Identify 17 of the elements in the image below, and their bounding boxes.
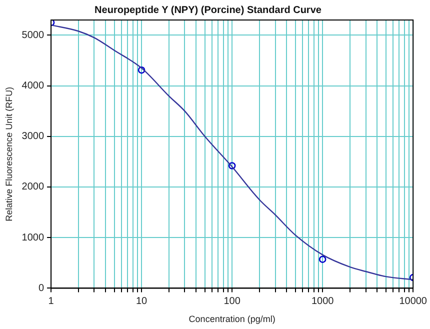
y-tick-label: 1000 bbox=[22, 232, 44, 244]
x-tick-label: 1 bbox=[48, 296, 54, 307]
y-tick-label: 4000 bbox=[22, 80, 44, 92]
x-tick-label: 10000 bbox=[399, 296, 428, 307]
x-tick-label: 100 bbox=[224, 296, 241, 307]
point bbox=[138, 66, 146, 74]
x-tick-label: 1000 bbox=[311, 296, 334, 307]
y-tick-label: 5000 bbox=[22, 30, 44, 41]
point bbox=[318, 256, 326, 264]
x-axis-title: Concentration (pg/ml) bbox=[188, 314, 276, 324]
x-tick-label: 10 bbox=[136, 296, 148, 307]
point bbox=[228, 162, 236, 170]
y-tick-label: 0 bbox=[38, 282, 44, 294]
y-tick-label: 2000 bbox=[22, 182, 44, 193]
y-axis-title: Relative Fluorescence Unit (RFU) bbox=[4, 86, 14, 222]
y-tick-label: 3000 bbox=[22, 131, 44, 142]
chart-title: Neuropeptide Y (NPY) (Porcine) Standard Curve bbox=[94, 4, 322, 16]
